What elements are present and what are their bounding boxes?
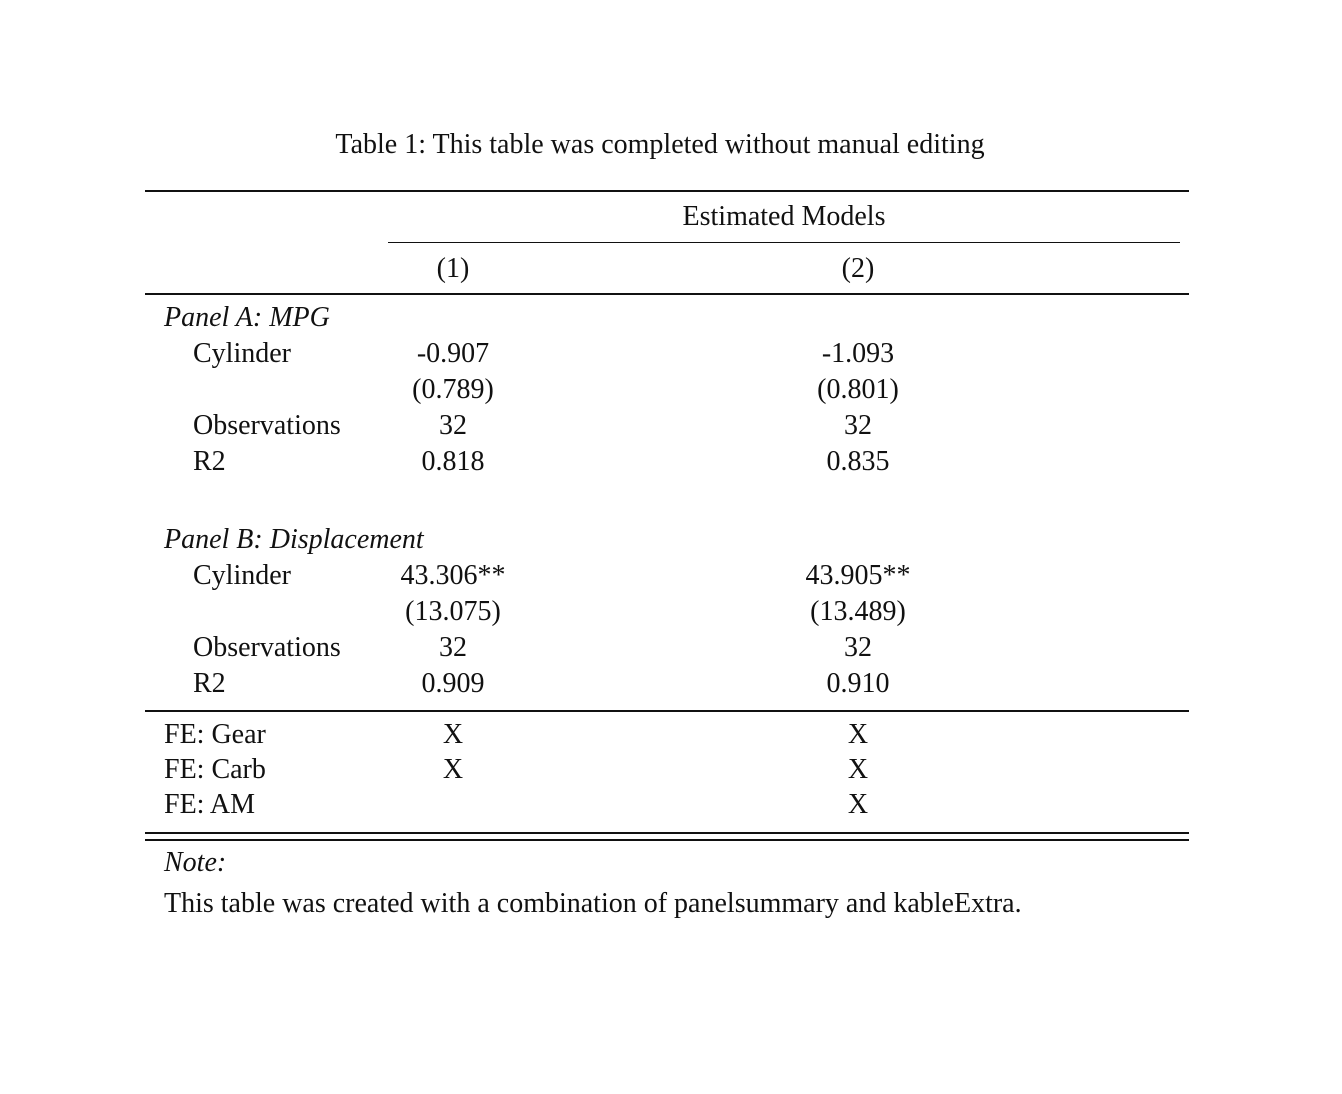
- cell-value: 0.910: [826, 668, 890, 699]
- fe-mark: X: [442, 719, 464, 750]
- row-label: R2: [193, 446, 226, 477]
- cell-value: (13.075): [405, 596, 501, 627]
- cell-value: 32: [439, 632, 467, 663]
- row-label: R2: [193, 668, 226, 699]
- column-header-2: (2): [841, 253, 875, 284]
- fe-mark: X: [847, 754, 869, 785]
- top-rule: [145, 190, 1189, 192]
- cell-value: (13.489): [810, 596, 906, 627]
- note-text: This table was created with a combinatio…: [164, 888, 1022, 919]
- cell-value: 32: [844, 410, 872, 441]
- fe-mark: X: [847, 789, 869, 820]
- column-header-1: (1): [436, 253, 470, 284]
- panel-title: Panel A: MPG: [164, 302, 330, 333]
- fe-mark: X: [847, 719, 869, 750]
- fe-label: FE: Gear: [164, 719, 266, 750]
- note-title: Note:: [164, 847, 227, 878]
- row-label: Observations: [193, 410, 341, 441]
- column-group-header: Estimated Models: [682, 201, 886, 232]
- cell-value: 43.306**: [400, 560, 506, 591]
- cell-value: 43.905**: [805, 560, 911, 591]
- cell-value: 32: [439, 410, 467, 441]
- fe-rule: [145, 710, 1189, 712]
- cell-value: -1.093: [821, 338, 895, 369]
- cell-value: 32: [844, 632, 872, 663]
- row-label: Cylinder: [193, 338, 291, 369]
- bottom-rule-1: [145, 832, 1189, 834]
- fe-mark: X: [442, 754, 464, 785]
- cell-value: (0.789): [412, 374, 494, 405]
- cell-value: 0.818: [421, 446, 485, 477]
- row-label: Observations: [193, 632, 341, 663]
- group-underline: [388, 242, 1180, 243]
- cell-value: 0.835: [826, 446, 890, 477]
- fe-label: FE: Carb: [164, 754, 266, 785]
- cell-value: -0.907: [416, 338, 490, 369]
- header-rule: [145, 293, 1189, 295]
- bottom-rule-2: [145, 839, 1189, 841]
- fe-label: FE: AM: [164, 789, 256, 820]
- table-caption: Table 1: This table was completed withou…: [335, 129, 985, 160]
- panel-title: Panel B: Displacement: [164, 524, 424, 555]
- cell-value: (0.801): [817, 374, 899, 405]
- cell-value: 0.909: [421, 668, 485, 699]
- row-label: Cylinder: [193, 560, 291, 591]
